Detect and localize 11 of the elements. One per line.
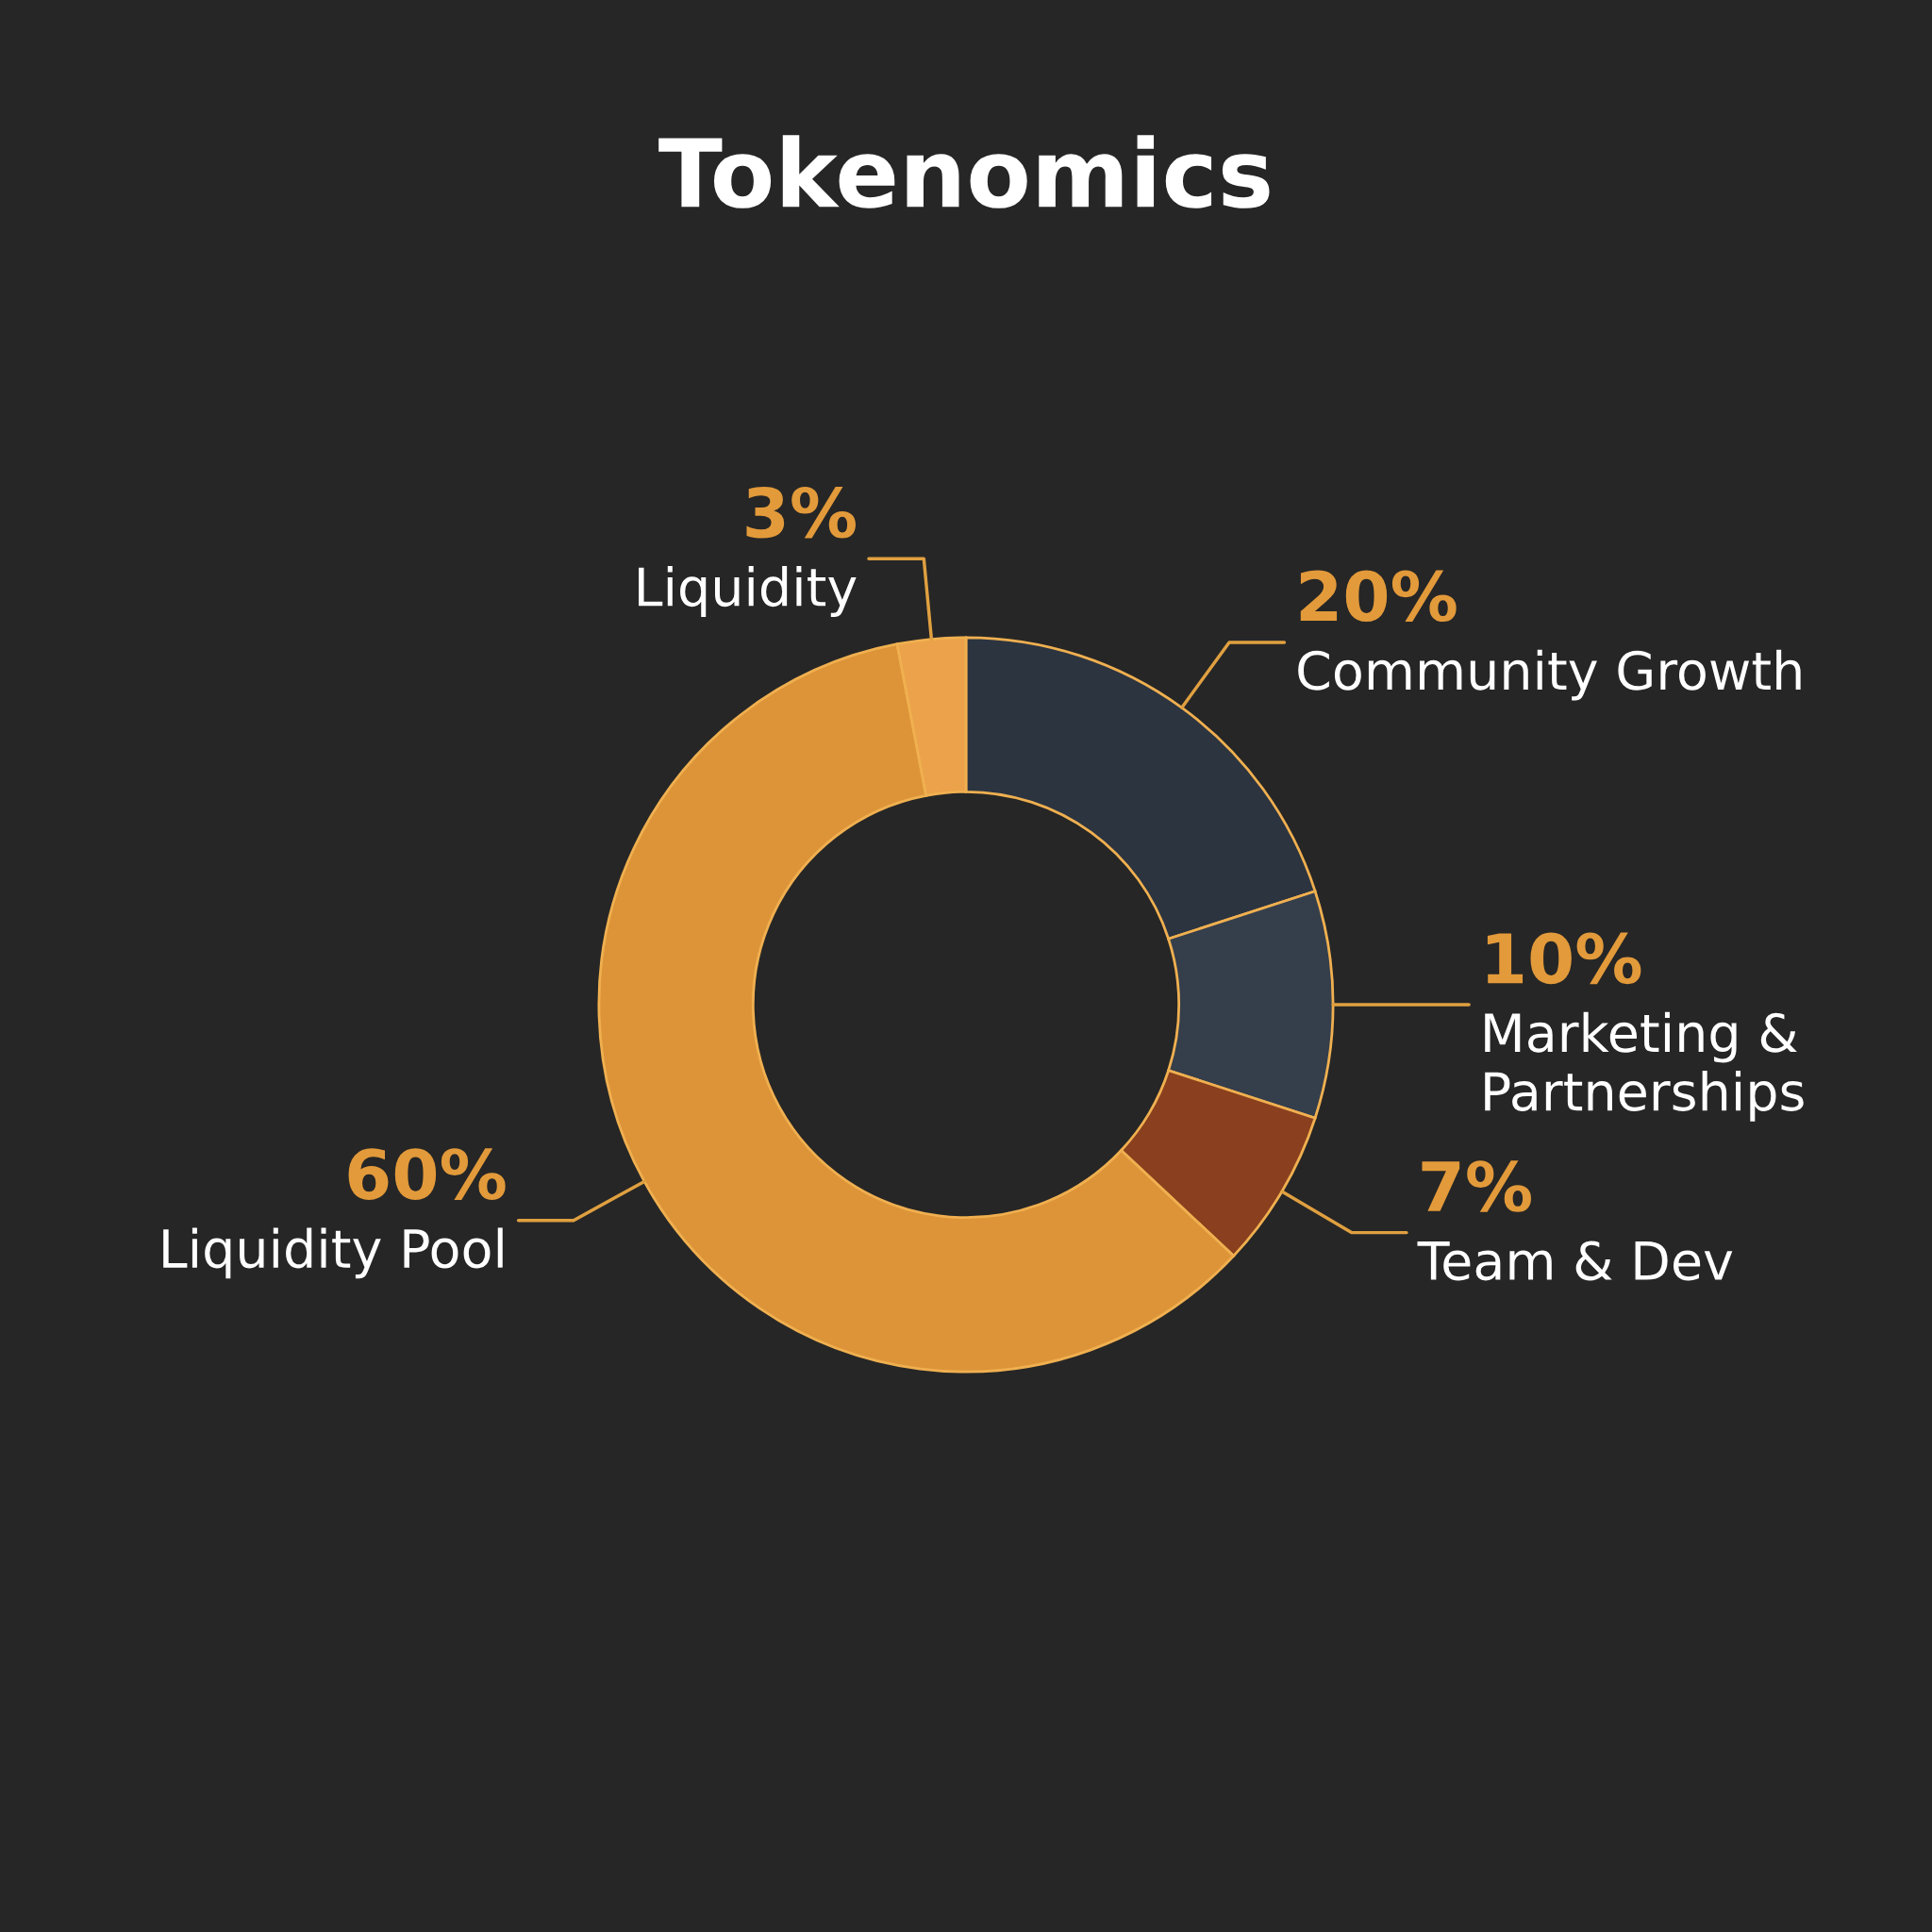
data-label: 60%	[348, 1148, 506, 1200]
slice-label: Liquidity	[639, 566, 857, 617]
data-label: 10%	[1487, 932, 1641, 985]
slice-label: Team & Dev	[1417, 1241, 1733, 1281]
chart-title: Tokenomics	[658, 135, 1270, 208]
slice-label: Community Growth	[1298, 649, 1801, 701]
data-label: 7%	[1422, 1160, 1531, 1212]
slice-label: Liquidity Pool	[163, 1227, 503, 1279]
slice-label: Marketing & Partnerships	[1485, 1011, 1804, 1122]
data-label: 20%	[1300, 570, 1457, 623]
data-label: 3%	[746, 486, 856, 539]
